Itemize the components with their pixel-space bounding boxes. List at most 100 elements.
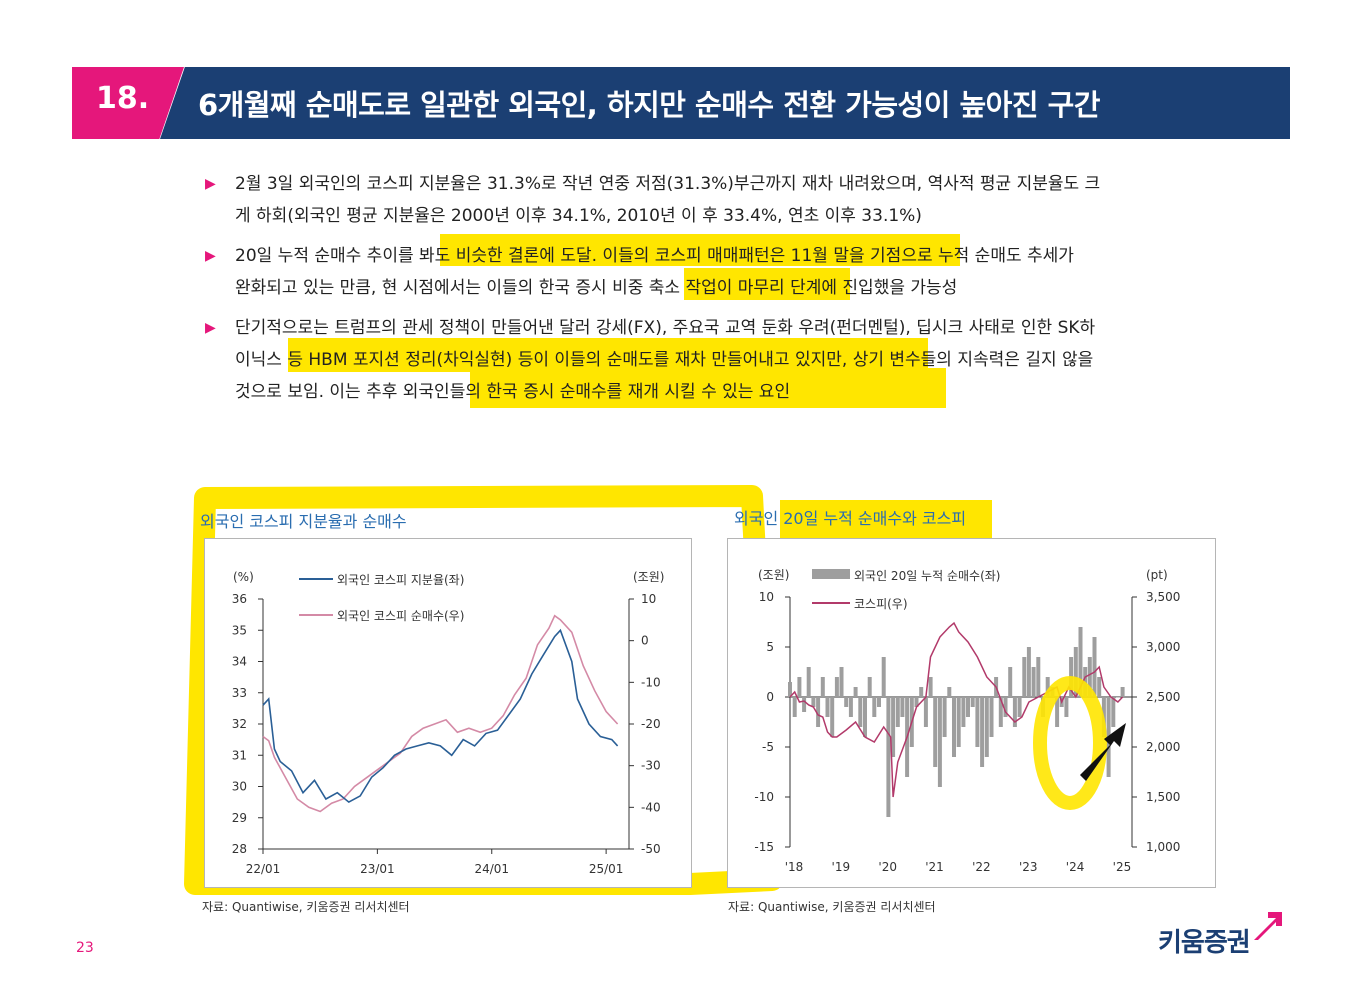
left-tick-label: 33	[232, 686, 247, 700]
x-tick-label: 22/01	[246, 862, 281, 876]
right-unit-label: (pt)	[1146, 568, 1168, 582]
left-tick-label: 36	[232, 592, 247, 606]
net-buy-bar	[811, 697, 816, 707]
x-tick-label: '25	[1113, 860, 1132, 874]
legend-label-net-buy: 외국인 코스피 순매수(우)	[337, 609, 464, 623]
net-buy-bar	[797, 677, 802, 697]
bullet-item: ▶ 2월 3일 외국인의 코스피 지분율은 31.3%로 작년 연중 저점(31…	[205, 168, 1225, 232]
net-buy-bar	[881, 657, 886, 697]
net-buy-bar	[914, 697, 919, 707]
bullet-line: 단기적으로는 트럼프의 관세 정책이 만들어낸 달러 강세(FX), 주요국 교…	[235, 318, 1096, 338]
chart2-source: 자료: Quantiwise, 키움증권 리서치센터	[728, 900, 936, 914]
right-tick-label: 1,500	[1146, 790, 1180, 804]
bullet-line: 것으로 보임. 이는 추후 외국인들의 한국 증시 순매수를 재개 시킬 수 있…	[235, 382, 791, 402]
net-buy-bar	[1026, 647, 1031, 697]
x-tick-label: '23	[1019, 860, 1038, 874]
net-buy-bar	[952, 697, 956, 757]
left-tick-label: 32	[232, 717, 247, 731]
logo-text: 키움증권	[1158, 928, 1251, 958]
chart1-frame: (%) (조원) 28 29 30 31 32 33 34 35 36 -50 -40 -30 -20 -10…	[204, 538, 692, 888]
net-buy-bar	[1097, 677, 1102, 697]
net-buy-bar	[816, 697, 821, 727]
chart1-source: 자료: Quantiwise, 키움증권 리서치센터	[202, 900, 410, 914]
series-net-buy-line	[262, 614, 619, 813]
net-buy-bar	[863, 697, 867, 737]
legend-label-ownership: 외국인 코스피 지분율(좌)	[337, 573, 464, 587]
bullet-line: 20일 누적 순매수 추이를 봐도 비슷한 결론에 도달. 이들의 코스피 매매…	[235, 246, 1074, 266]
net-buy-bar	[923, 697, 928, 727]
net-buy-bar	[820, 677, 825, 697]
net-buy-bar	[970, 697, 975, 707]
company-logo: 키움증권	[1158, 912, 1282, 959]
net-buy-bar	[825, 697, 830, 717]
net-buy-bar	[961, 697, 966, 727]
x-tick-label: '19	[832, 860, 851, 874]
net-buy-bar	[853, 687, 858, 697]
net-buy-bar	[848, 697, 853, 717]
bullet-item: ▶ 단기적으로는 트럼프의 관세 정책이 만들어낸 달러 강세(FX), 주요국…	[205, 312, 1225, 408]
right-tick-label: -20	[641, 717, 661, 731]
net-buy-bar	[1003, 697, 1008, 717]
net-buy-bar	[792, 697, 797, 717]
yellow-circle-annotation	[1033, 676, 1107, 810]
net-buy-bar	[802, 697, 807, 712]
net-buy-bar	[984, 697, 989, 757]
legend-swatch-net-buy	[812, 569, 850, 579]
section-number-badge: 18.	[72, 67, 184, 139]
right-tick-label: -30	[641, 759, 661, 773]
bullet-line: 이닉스 등 HBM 포지션 정리(차익실현) 등이 이들의 순매도를 재차 만들…	[235, 350, 1094, 370]
right-tick-label: -10	[641, 675, 661, 689]
left-tick-label: 29	[232, 811, 247, 825]
x-tick-label: '21	[925, 860, 944, 874]
net-buy-bar	[933, 697, 938, 767]
kospi-line	[789, 621, 1124, 798]
right-tick-label: 2,500	[1146, 690, 1180, 704]
net-buy-bar	[872, 697, 877, 717]
net-buy-bar	[895, 697, 900, 727]
x-tick-label: 23/01	[360, 862, 395, 876]
net-buy-bar	[788, 682, 792, 697]
net-buy-bar	[1092, 637, 1097, 697]
net-buy-bar	[1116, 697, 1120, 698]
net-buy-bar	[1120, 687, 1125, 697]
net-buy-bar	[975, 697, 980, 747]
bullet-line: 게 하회(외국인 평균 지분율은 2000년 이후 34.1%, 2010년 이…	[235, 206, 922, 226]
bullet-arrow-icon: ▶	[205, 320, 216, 336]
bullet-line: 완화되고 있는 만큼, 현 시점에서는 이들의 한국 증시 비중 축소 작업이 …	[235, 278, 958, 298]
net-buy-bar	[1036, 657, 1041, 697]
net-buy-bar	[839, 667, 844, 697]
net-buy-bar	[867, 677, 872, 697]
net-buy-bar	[830, 697, 835, 737]
bullet-arrow-icon: ▶	[205, 176, 216, 192]
left-tick-label: -10	[754, 790, 774, 804]
series-ownership-line	[262, 628, 619, 804]
left-tick-label: 35	[232, 623, 247, 637]
x-tick-label: '18	[785, 860, 804, 874]
section-number: 18.	[96, 81, 150, 116]
x-tick-label: '20	[878, 860, 897, 874]
net-buy-bar	[956, 697, 961, 747]
legend-label-net-buy: 외국인 20일 누적 순매수(좌)	[854, 569, 1000, 583]
net-buy-bar	[942, 697, 947, 737]
right-tick-label: 10	[641, 592, 656, 606]
net-buy-bar	[1078, 627, 1083, 697]
left-tick-label: 28	[232, 842, 247, 856]
x-tick-label: 24/01	[474, 862, 509, 876]
net-buy-bar	[1017, 697, 1022, 717]
chart1-title: 외국인 코스피 지분율과 순매수	[200, 512, 407, 531]
right-tick-label: -40	[641, 800, 661, 814]
left-tick-label: -15	[754, 840, 774, 854]
page-number: 23	[76, 940, 94, 956]
left-tick-label: 5	[766, 640, 774, 654]
left-unit-label: (조원)	[758, 568, 789, 582]
net-buy-bar	[844, 697, 849, 707]
chart1-svg: (%) (조원) 28 29 30 31 32 33 34 35 36 -50 -40 -30 -20 -10…	[232, 570, 665, 876]
x-tick-label: '22	[972, 860, 991, 874]
x-tick-label: '24	[1066, 860, 1085, 874]
left-unit-label: (%)	[233, 570, 254, 584]
net-buy-bar	[998, 697, 1003, 727]
net-buy-bar	[858, 697, 863, 727]
net-buy-bar	[1031, 667, 1036, 697]
net-buy-bar	[1012, 697, 1017, 727]
bullet-item: ▶ 20일 누적 순매수 추이를 봐도 비슷한 결론에 도달. 이들의 코스피 …	[205, 240, 1225, 304]
